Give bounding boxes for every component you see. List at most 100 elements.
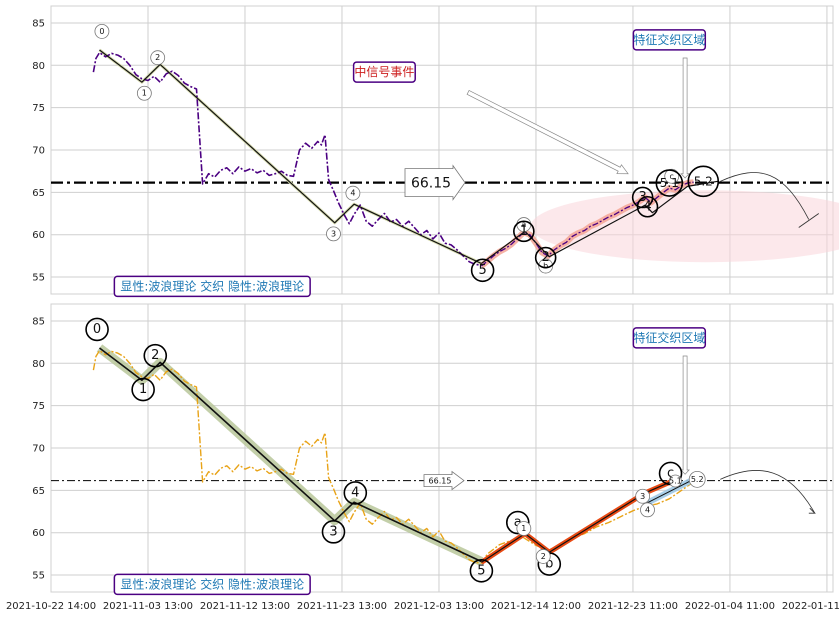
x-tick-label: 2022-01-04 11:00 <box>685 601 775 612</box>
wave-label-circle <box>655 169 684 197</box>
wave-label-text: 0 <box>99 27 104 36</box>
wave-label-text: 5 <box>477 563 485 578</box>
wave-label: 4 <box>640 502 655 518</box>
y-tick-label: 80 <box>32 359 45 370</box>
annotation-box <box>352 61 416 83</box>
level-label: 66.15 <box>429 477 452 486</box>
wave-label-text: 4 <box>350 189 355 198</box>
y-tick-label: 80 <box>32 61 45 72</box>
wave-label-circle <box>635 488 651 504</box>
wave-label-text: 0 <box>93 322 101 337</box>
wave-label: 1 <box>131 377 155 402</box>
wave-label-text: 2 <box>542 250 550 265</box>
wave-label-circle <box>321 520 346 544</box>
annotation-label: 显性:波浪理论 交织 隐性:波浪理论 <box>120 278 304 293</box>
wave-label-text: 2 <box>541 552 546 561</box>
wave-label-text: 2 <box>151 348 159 363</box>
wave-label: 5.1 <box>668 474 682 488</box>
wave-label-text: c <box>670 172 674 181</box>
annotation-box <box>113 573 311 596</box>
wave-label-circle <box>534 246 557 269</box>
wave-label-text: 3 <box>640 492 645 501</box>
wave-label-circle <box>143 343 168 368</box>
wave-label: 1 <box>516 521 532 536</box>
x-tick-label: 2021-11-03 13:00 <box>103 601 193 612</box>
wave-label-circle <box>636 195 659 218</box>
wave-line <box>99 49 482 265</box>
x-tick-label: 2021-12-14 12:00 <box>491 601 581 612</box>
y-tick-label: 60 <box>32 528 45 539</box>
x-axis: 2021-10-22 14:00 2021-11-03 13:00 2021-11-… <box>6 601 839 612</box>
wave-label: c <box>664 168 680 184</box>
wave-label-circle <box>505 510 530 535</box>
wave-label: 2 <box>535 549 551 564</box>
wave-label: 5 <box>469 559 494 583</box>
annotation-box <box>113 275 311 298</box>
wave-label-circle <box>538 258 554 274</box>
wave-label: 2 <box>534 246 557 269</box>
wave-label: 5.1 <box>655 169 684 197</box>
wave-label-circle <box>640 502 655 518</box>
forecast-arrow <box>720 469 816 514</box>
wave-band <box>96 344 484 566</box>
wave-label-text: 5.1 <box>660 176 679 190</box>
signal-event-arrow <box>466 89 629 175</box>
wave-label: 5.2 <box>687 165 720 198</box>
wave-label: 0 <box>85 317 109 342</box>
wave-label-text: 4 <box>645 505 650 514</box>
wave-label-circle <box>85 317 109 342</box>
zone-pointer-arrow <box>680 355 690 475</box>
wave-label-text: 1 <box>139 382 147 397</box>
x-tick-label: 2021-11-12 13:00 <box>200 601 290 612</box>
wave-label-text: b <box>543 262 548 271</box>
wave-label: 3 <box>326 226 341 242</box>
wave-label-circle <box>469 559 494 583</box>
forecast-arrow-head <box>808 507 816 514</box>
interleave-zone <box>530 190 839 263</box>
wave-label-text: 3 <box>331 229 336 238</box>
wave-line <box>99 347 482 563</box>
y-tick-label: 85 <box>32 316 45 327</box>
wave-label-text: 5.2 <box>694 174 713 188</box>
wave-label-circle <box>345 185 361 201</box>
wave-label: 5.2 <box>688 470 706 488</box>
zone-pointer-arrow <box>680 57 690 179</box>
x-tick-label: 2021-12-03 13:00 <box>394 601 484 612</box>
wave-label-text: 1 <box>521 524 526 533</box>
y-tick-label: 75 <box>32 401 45 412</box>
wave-label-circle <box>513 220 535 243</box>
x-tick-label: 2021-10-22 14:00 <box>6 601 96 612</box>
wave-label: 3 <box>635 488 651 504</box>
wave-label-circle <box>687 165 720 198</box>
wave-label-text: 5.1 <box>669 477 682 486</box>
price-line <box>92 51 482 266</box>
forecast-arrow-tick <box>798 213 820 228</box>
y-tick-label: 55 <box>32 571 45 582</box>
forecast-arrow <box>720 172 810 220</box>
wave-label-text: 1 <box>142 89 147 98</box>
level-arrow-box <box>404 164 466 201</box>
x-tick-label: 2021-11-23 13:00 <box>297 601 387 612</box>
x-tick-label: 2022-01-11 14:00 <box>782 601 839 612</box>
wave-label: 4 <box>345 185 361 201</box>
wave-label-text: a <box>514 515 522 530</box>
wave-label: 4 <box>636 195 659 218</box>
wave-label-text: b <box>545 557 553 572</box>
y-tick-label: 55 <box>32 273 45 284</box>
annotation-label: 特征交织区域 <box>633 330 705 345</box>
wave-label-circle <box>94 24 110 39</box>
wave-label: 0 <box>94 24 110 39</box>
annotation-label: 显性:波浪理论 交织 隐性:波浪理论 <box>120 576 304 591</box>
wave-label-circle <box>470 258 495 283</box>
x-tick-label: 2021-12-23 11:00 <box>588 601 678 612</box>
y-tick-label: 60 <box>32 230 45 241</box>
wave-label-circle <box>343 481 368 505</box>
wave-label-circle <box>131 377 155 402</box>
annotation-label: 特征交织区域 <box>633 32 705 47</box>
wave-label: 4 <box>343 481 368 505</box>
wave-label-text: a <box>521 220 526 229</box>
y-tick-label: 85 <box>32 18 45 29</box>
wave-label: 3 <box>321 520 346 544</box>
